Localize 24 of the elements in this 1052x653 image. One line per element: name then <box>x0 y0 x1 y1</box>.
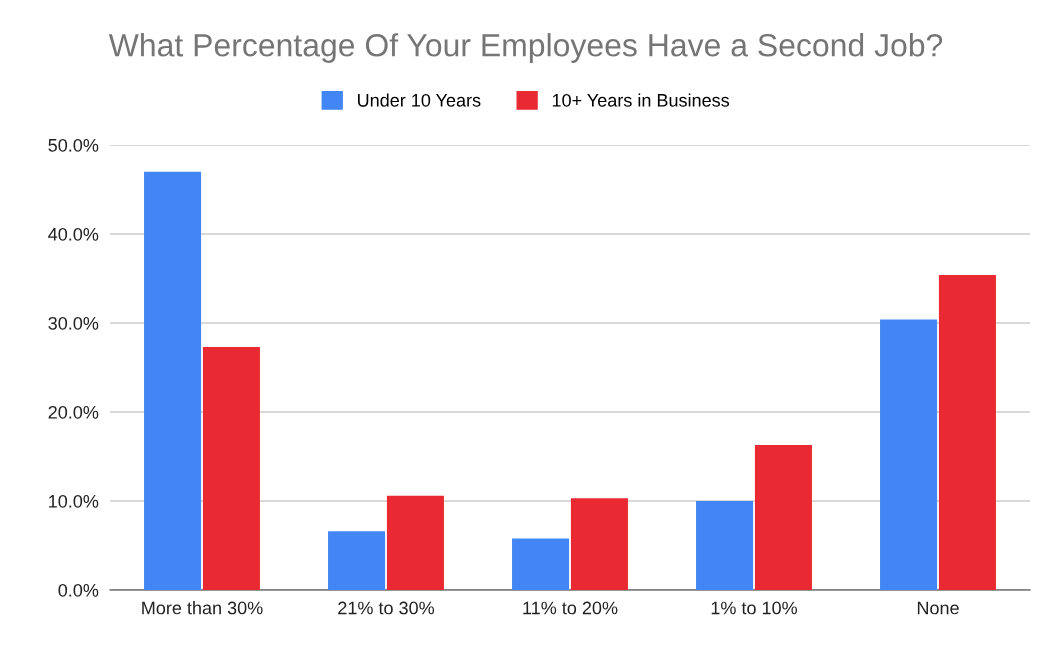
y-tick-label: 0.0% <box>58 583 99 597</box>
bar <box>938 274 996 590</box>
bar <box>696 501 754 590</box>
bar <box>386 495 444 590</box>
bar <box>880 319 938 590</box>
bar <box>202 347 260 590</box>
chart-title: What Percentage Of Your Employees Have a Second Job? <box>108 33 943 63</box>
y-tick-label: 20.0% <box>48 405 99 419</box>
x-tick-label: 21% to 30% <box>338 601 435 615</box>
bar <box>328 531 386 590</box>
bar <box>754 444 812 590</box>
y-tick-label: 50.0% <box>48 138 99 152</box>
x-tick-label: 11% to 20% <box>523 601 618 615</box>
y-tick-label: 10.0% <box>49 494 99 508</box>
legend-label: 10+ Years in Business <box>552 93 730 107</box>
y-tick-label: 40.0% <box>48 227 99 241</box>
x-tick-label: More than 30% <box>142 601 263 615</box>
legend-label: Under 10 Years <box>358 93 481 107</box>
x-tick-label: None <box>917 601 959 615</box>
x-tick-label: 1% to 10% <box>711 601 798 615</box>
bar <box>512 538 570 590</box>
y-tick-label: 30.0% <box>48 316 99 330</box>
bar <box>570 498 628 590</box>
bar <box>144 171 202 590</box>
